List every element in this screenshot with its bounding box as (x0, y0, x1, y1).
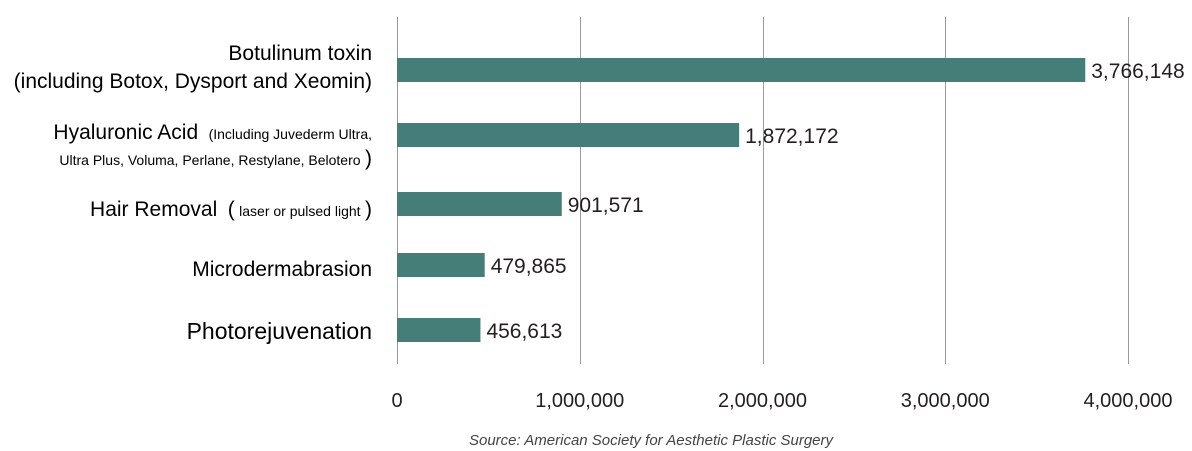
value-label: 479,865 (491, 255, 567, 278)
category-labels: Botulinum toxin (including Botox, Dyspor… (14, 42, 372, 344)
x-tick-label: 0 (391, 390, 402, 412)
category-label-hair-removal-sub: laser or pulsed light (239, 203, 361, 219)
bar (397, 318, 481, 342)
x-tick-label: 3,000,000 (901, 390, 990, 412)
category-label-hyaluronic: Hyaluronic Acid (Including Juvederm Ultr… (53, 121, 372, 144)
value-label: 1,872,172 (745, 125, 838, 148)
category-label-hyaluronic-line2: Ultra Plus, Voluma, Perlane, Restylane, … (59, 147, 372, 170)
bars (397, 58, 1086, 342)
x-axis-tick-labels: 0 1,000,000 2,000,000 3,000,000 4,000,000 (391, 390, 1172, 412)
bar (397, 123, 740, 147)
category-label-hyaluronic-sub1: (Including Juvederm Ultra, (209, 126, 372, 142)
x-tick-label: 4,000,000 (1084, 390, 1173, 412)
category-label-botulinum: Botulinum toxin (228, 42, 372, 65)
category-label-hyaluronic-close: ) (365, 147, 372, 170)
bar (397, 58, 1086, 82)
value-label: 901,571 (568, 194, 644, 217)
x-tick-label: 1,000,000 (535, 390, 624, 412)
category-label-hyaluronic-sub2: Ultra Plus, Voluma, Perlane, Restylane, … (59, 152, 360, 168)
bar (397, 192, 562, 216)
category-label-photorejuvenation: Photorejuvenation (187, 318, 372, 344)
source-note: Source: American Society for Aesthetic P… (469, 432, 835, 449)
x-tick-label: 2,000,000 (718, 390, 807, 412)
category-label-hair-removal-close: ) (365, 198, 372, 221)
category-label-hair-removal-open: ( (228, 198, 235, 221)
value-label: 456,613 (486, 320, 562, 343)
value-labels: 3,766,148 1,872,172 901,571 479,865 456,613 (486, 60, 1184, 343)
category-label-microdermabrasion: Microdermabrasion (192, 258, 372, 281)
category-label-hair-removal: Hair Removal ( laser or pulsed light ) (90, 198, 372, 221)
category-label-botulinum-detail: (including Botox, Dysport and Xeomin) (14, 70, 372, 93)
bar (397, 253, 485, 277)
category-label-hair-removal-main: Hair Removal (90, 198, 217, 221)
value-label: 3,766,148 (1091, 60, 1184, 83)
category-label-hyaluronic-main: Hyaluronic Acid (53, 121, 198, 144)
